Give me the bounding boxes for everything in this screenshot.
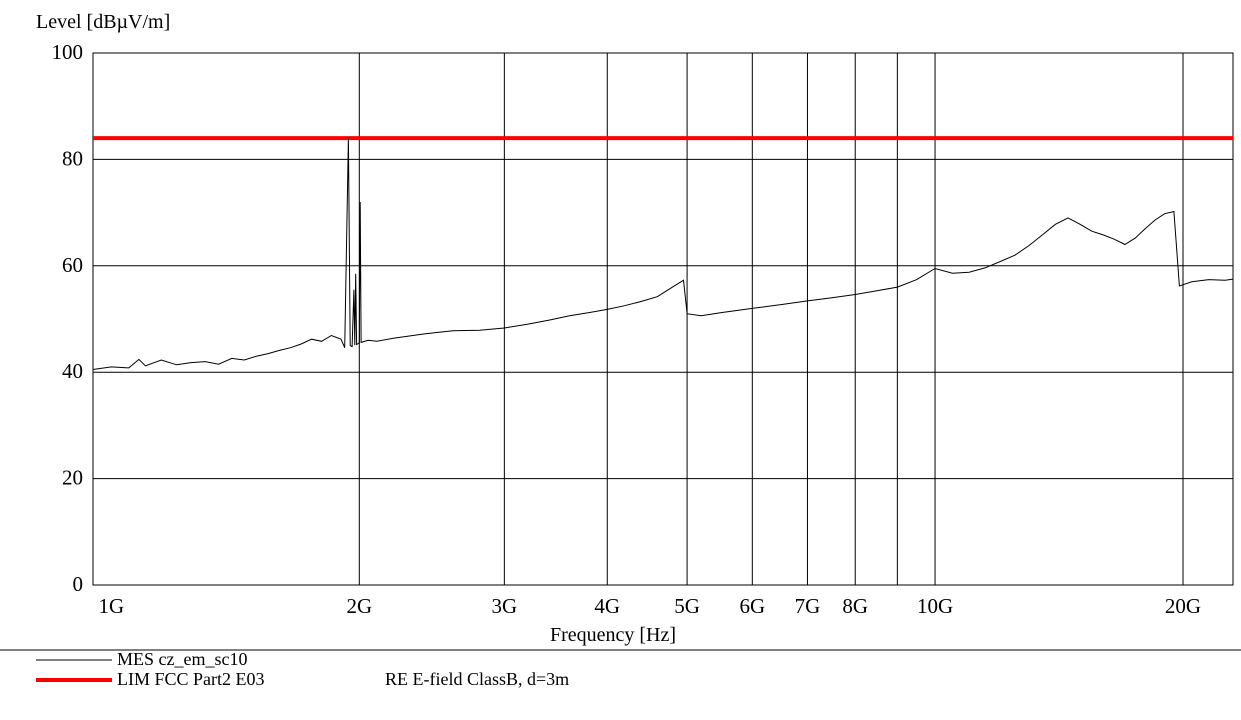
y-tick-label: 0 bbox=[73, 572, 84, 596]
y-tick-label: 80 bbox=[62, 146, 83, 170]
y-tick-label: 100 bbox=[52, 40, 84, 64]
series-measurement-line bbox=[92, 138, 1234, 370]
x-tick-label: 6G bbox=[739, 594, 765, 618]
x-axis-label: Frequency [Hz] bbox=[550, 624, 676, 646]
legend-limit-label: LIM FCC Part2 E03 bbox=[117, 669, 265, 689]
x-tick-label: 1G bbox=[99, 594, 125, 618]
y-tick-label: 40 bbox=[62, 359, 83, 383]
x-tick-label: 7G bbox=[795, 594, 821, 618]
y-tick-label: 60 bbox=[62, 253, 83, 277]
x-tick-label: 4G bbox=[594, 594, 620, 618]
y-tick-label: 20 bbox=[62, 466, 83, 490]
y-axis-label: Level [dBµV/m] bbox=[36, 11, 170, 33]
x-tick-label: 8G bbox=[842, 594, 868, 618]
legend-limit-description: RE E-field ClassB, d=3m bbox=[385, 669, 569, 689]
plot-frame bbox=[92, 52, 1234, 586]
x-tick-label: 5G bbox=[674, 594, 700, 618]
x-tick-label: 3G bbox=[492, 594, 518, 618]
x-tick-label: 10G bbox=[917, 594, 953, 618]
legend-measurement-label: MES cz_em_sc10 bbox=[117, 649, 247, 669]
x-tick-label: 2G bbox=[346, 594, 372, 618]
x-tick-label: 20G bbox=[1165, 594, 1201, 618]
